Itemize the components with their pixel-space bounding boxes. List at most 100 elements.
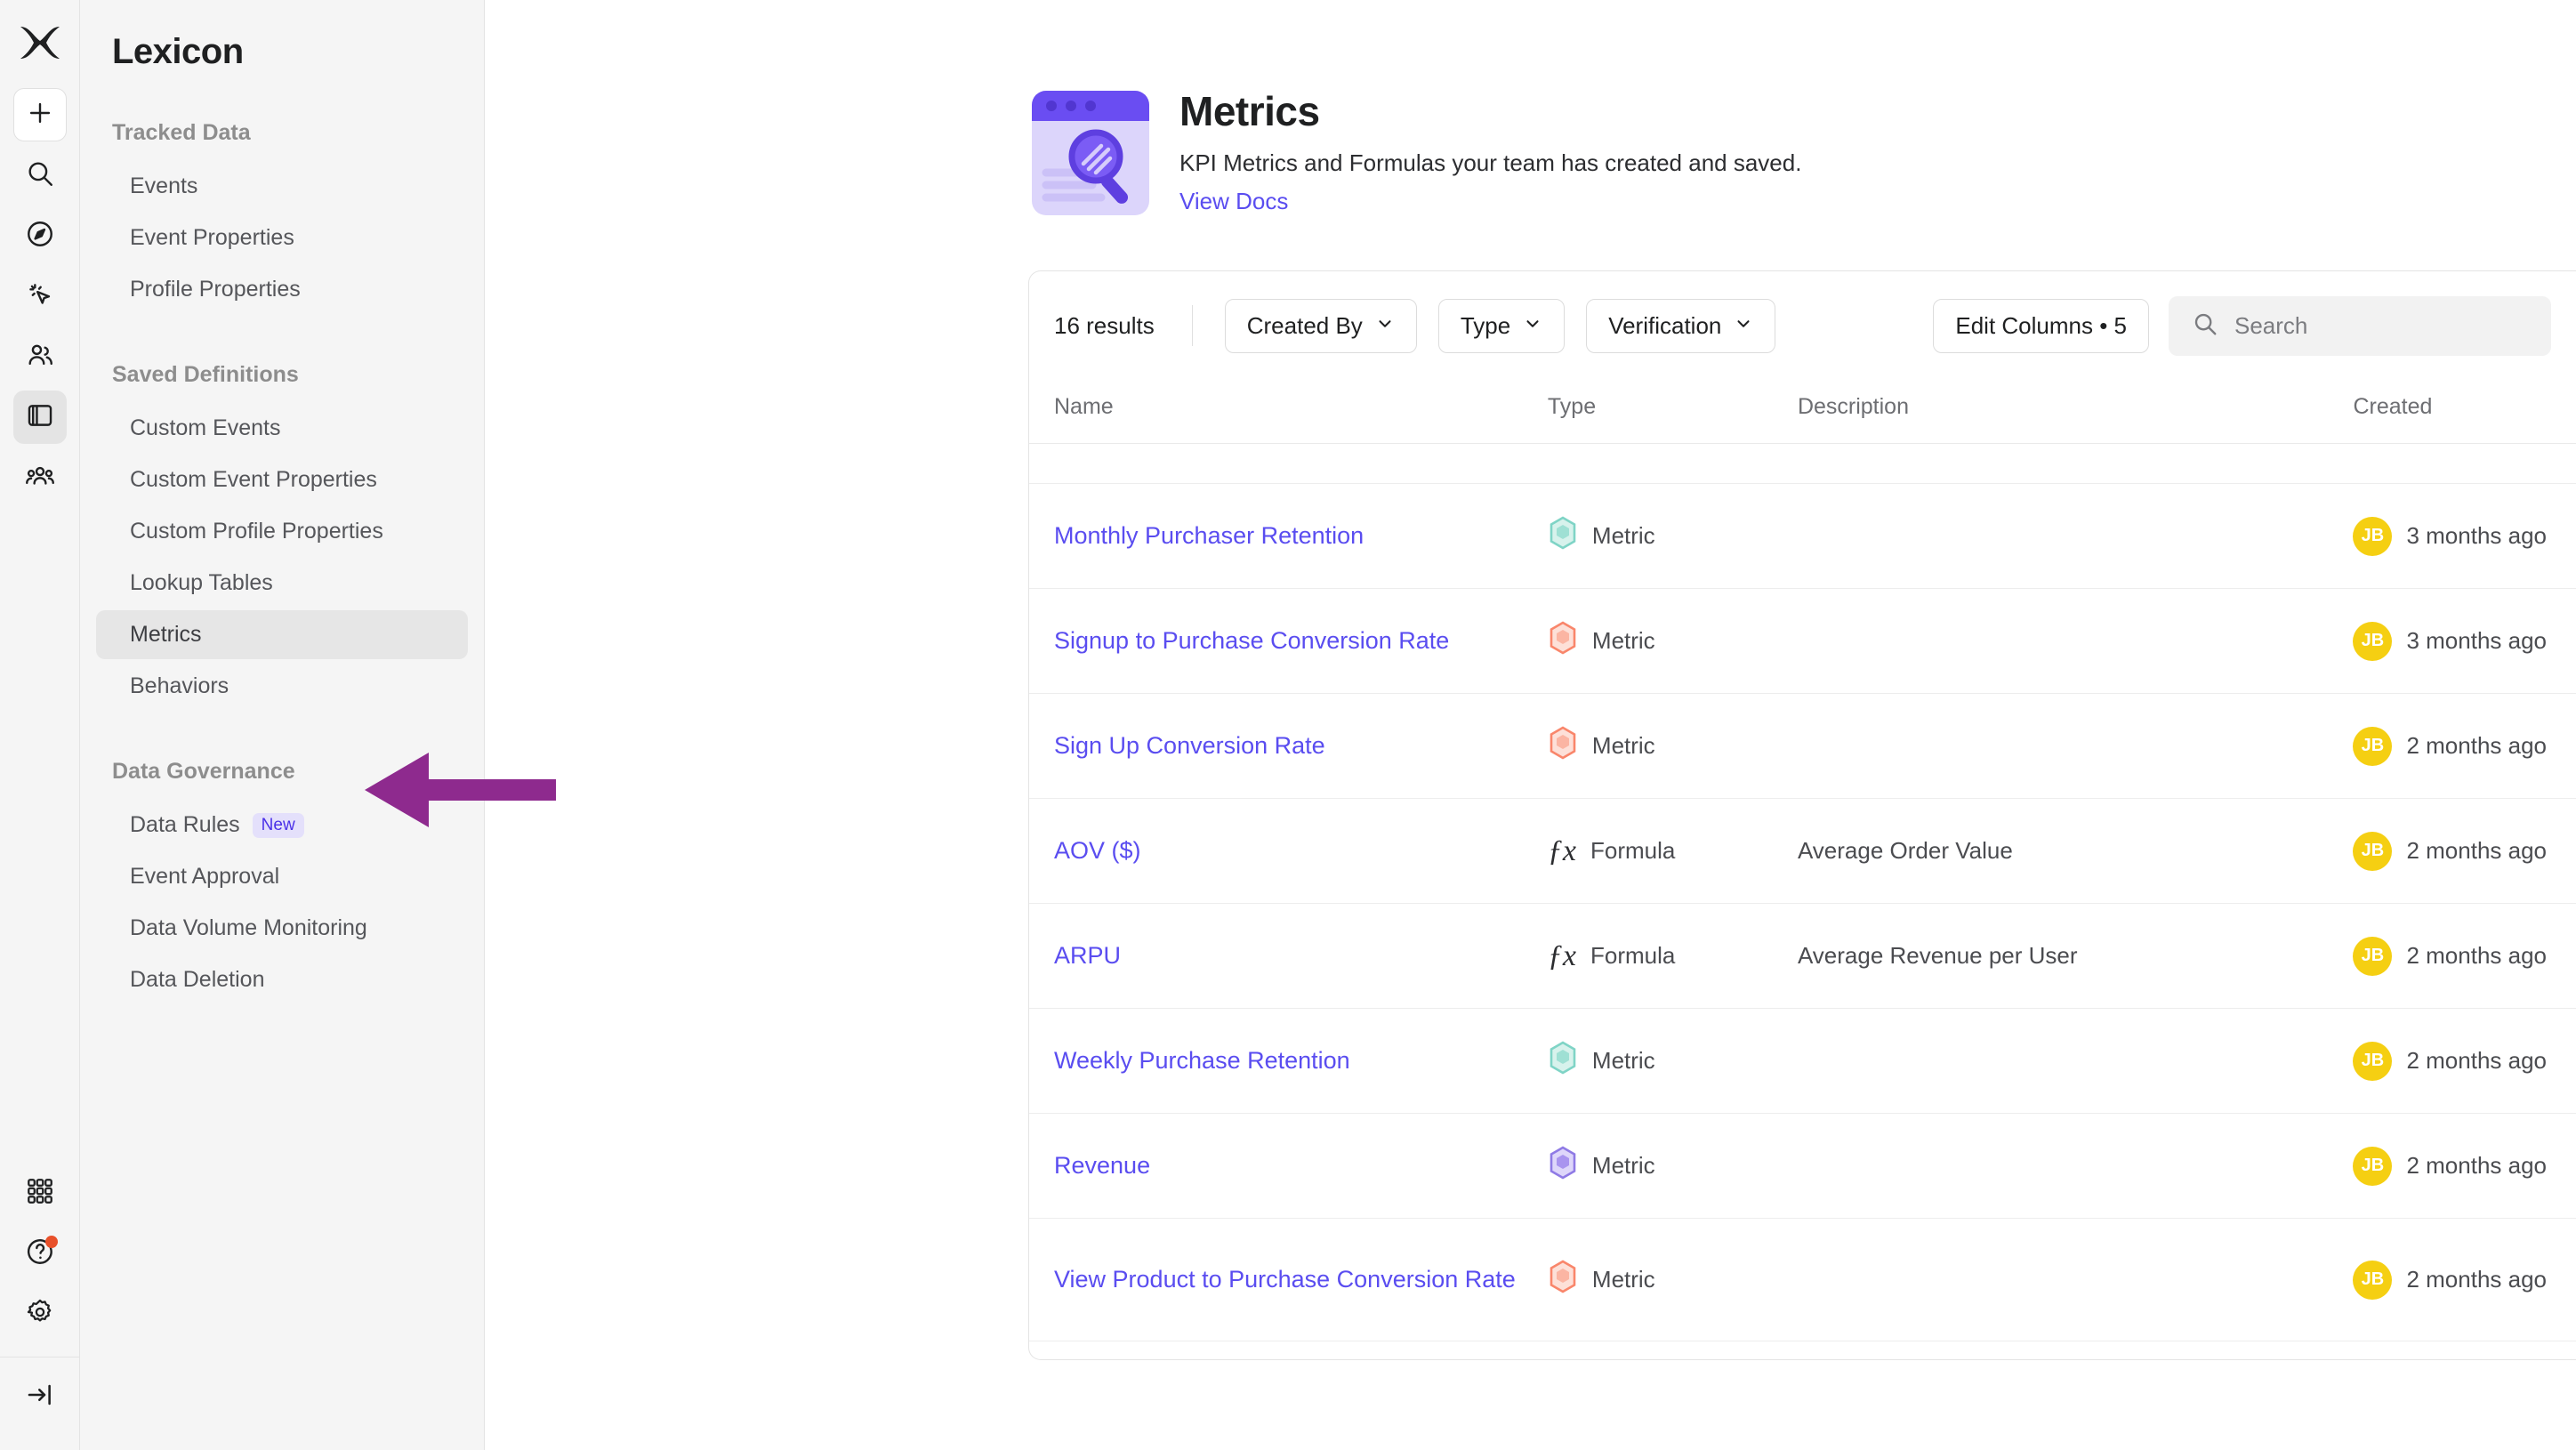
sidebar-item-data-rules[interactable]: Data Rules New [96, 801, 468, 850]
avatar: JB [2353, 516, 2393, 556]
metric-name-link[interactable]: AOV ($) [1054, 837, 1141, 865]
avatar: JB [2353, 621, 2393, 661]
metric-name-link[interactable]: Weekly Purchase Retention [1054, 1047, 1350, 1075]
sidebar-item-data-volume-monitoring[interactable]: Data Volume Monitoring [96, 904, 468, 953]
lexicon-sidebar: Lexicon Tracked Data Events Event Proper… [80, 0, 556, 1450]
collapse-sidebar-button[interactable] [13, 1370, 67, 1423]
table-row[interactable]: Weekly Purchase Retention Metric [1029, 1008, 2576, 1114]
new-button[interactable] [12, 88, 67, 141]
gear-icon [25, 1297, 55, 1332]
metric-name-link[interactable]: Sign Up Conversion Rate [1054, 732, 1325, 760]
cell-type: Metric [1547, 1218, 1798, 1341]
type-label: Metric [1591, 1266, 1655, 1293]
cell-description [1797, 1008, 2354, 1114]
mixpanel-logo-icon[interactable] [17, 21, 63, 68]
search-icon [2192, 310, 2218, 342]
cell-created: JB 3 months ago [2353, 588, 2576, 694]
toolbar-divider [1191, 305, 1193, 346]
cell-description [1797, 1218, 2354, 1341]
sidebar-item-profile-properties[interactable]: Profile Properties [96, 265, 468, 314]
description-text: Average Revenue per User [1797, 942, 2078, 969]
compass-icon [25, 219, 55, 254]
cell-type: ƒx Formula [1547, 903, 1798, 1009]
fx-icon: ƒx [1547, 834, 1576, 867]
settings-button[interactable] [13, 1287, 67, 1341]
sidebar-item-event-approval[interactable]: Event Approval [96, 852, 468, 901]
table-row[interactable]: ARPU ƒx Formula Average Revenue per User [1029, 903, 2576, 1009]
nav-label: Lookup Tables [130, 570, 273, 595]
column-header-created[interactable]: Created [2353, 380, 2576, 444]
sidebar-item-custom-profile-properties[interactable]: Custom Profile Properties [96, 507, 468, 556]
chevron-down-icon [1375, 312, 1395, 340]
table-header-row: Name Type Description Created Your acces… [1029, 380, 2576, 444]
avatar: JB [2353, 1041, 2393, 1081]
nav-label: Metrics [130, 622, 202, 647]
sidebar-item-event-properties[interactable]: Event Properties [96, 213, 468, 262]
nav-label: Custom Profile Properties [130, 519, 383, 544]
sidebar-item-custom-event-properties[interactable]: Custom Event Properties [96, 455, 468, 504]
avatar: JB [2353, 936, 2393, 976]
nav-label: Profile Properties [130, 277, 301, 302]
nav-label: Event Approval [130, 864, 280, 889]
filter-created-by-button[interactable]: Created By [1224, 298, 1417, 353]
nav-label: Events [130, 173, 198, 198]
table-row[interactable]: Signup to Purchase Conversion Rate Metri… [1029, 588, 2576, 694]
hexagon-icon [1548, 1041, 1578, 1081]
table-row-partial [1029, 443, 2576, 484]
cell-type: Metric [1547, 588, 1798, 694]
cell-created: JB 2 months ago [2353, 1008, 2576, 1114]
sidebar-item-behaviors[interactable]: Behaviors [96, 662, 468, 711]
metrics-window-magnifier-icon [1028, 87, 1153, 219]
search-button[interactable] [13, 149, 67, 202]
metric-name-link[interactable]: Revenue [1054, 1152, 1151, 1180]
cell-name: AOV ($) [1029, 798, 1548, 904]
lexicon-button[interactable] [12, 391, 67, 444]
explore-button[interactable] [13, 209, 67, 262]
hexagon-icon [1548, 621, 1578, 661]
apps-button[interactable] [13, 1166, 67, 1220]
cell-created: JB 2 months ago [2353, 798, 2576, 904]
description-text: Average Order Value [1797, 837, 2013, 864]
partial-row-cell [1029, 443, 1548, 484]
sidebar-item-data-deletion[interactable]: Data Deletion [96, 955, 468, 1004]
edit-columns-label: Edit Columns • 5 [1955, 311, 2127, 339]
column-header-name[interactable]: Name [1029, 380, 1548, 444]
sidebar-item-events[interactable]: Events [96, 162, 468, 211]
metric-name-link[interactable]: ARPU [1054, 942, 1122, 970]
view-docs-link[interactable]: View Docs [1179, 188, 1289, 214]
sidebar-item-custom-events[interactable]: Custom Events [96, 404, 468, 453]
created-text: 2 months ago [2406, 837, 2548, 864]
column-header-description[interactable]: Description [1797, 380, 2354, 444]
page-title-lexicon: Lexicon [112, 32, 244, 71]
search-box[interactable] [2169, 295, 2551, 356]
users-button[interactable] [13, 330, 67, 383]
edit-columns-button[interactable]: Edit Columns • 5 [1933, 298, 2149, 353]
page-header: Metrics KPI Metrics and Formulas your te… [485, 0, 2576, 219]
table-row[interactable]: View Product to Purchase Conversion Rate… [1029, 1218, 2576, 1341]
table-row[interactable]: Monthly Purchaser Retention Metric [1029, 483, 2576, 589]
partial-row-cell [1547, 443, 1798, 484]
column-header-type[interactable]: Type [1547, 380, 1798, 444]
cell-name: Monthly Purchaser Retention [1029, 483, 1548, 589]
help-button[interactable] [13, 1227, 67, 1280]
search-icon [25, 158, 55, 193]
sidebar-item-metrics[interactable]: Metrics [96, 610, 468, 659]
search-input[interactable] [2234, 311, 2528, 340]
nav-label: Event Properties [130, 225, 294, 250]
table-row[interactable]: AOV ($) ƒx Formula Average Order Value [1029, 798, 2576, 904]
metrics-table: Name Type Description Created Your acces… [1029, 380, 2576, 1341]
events-button[interactable] [13, 270, 67, 323]
filter-verification-button[interactable]: Verification [1586, 298, 1776, 353]
metric-name-link[interactable]: View Product to Purchase Conversion Rate [1054, 1266, 1516, 1293]
cell-description [1797, 1113, 2354, 1219]
cohorts-button[interactable] [13, 451, 67, 504]
type-label: Metric [1591, 627, 1655, 654]
filter-type-button[interactable]: Type [1437, 298, 1566, 353]
metric-name-link[interactable]: Monthly Purchaser Retention [1054, 522, 1364, 550]
table-row[interactable]: Sign Up Conversion Rate Metric [1029, 693, 2576, 799]
table-row[interactable]: Revenue Metric [1029, 1113, 2576, 1219]
main-content: Metrics KPI Metrics and Formulas your te… [485, 0, 2576, 1450]
sidebar-item-lookup-tables[interactable]: Lookup Tables [96, 559, 468, 608]
metric-name-link[interactable]: Signup to Purchase Conversion Rate [1054, 627, 1450, 655]
nav-label: Custom Event Properties [130, 467, 377, 492]
